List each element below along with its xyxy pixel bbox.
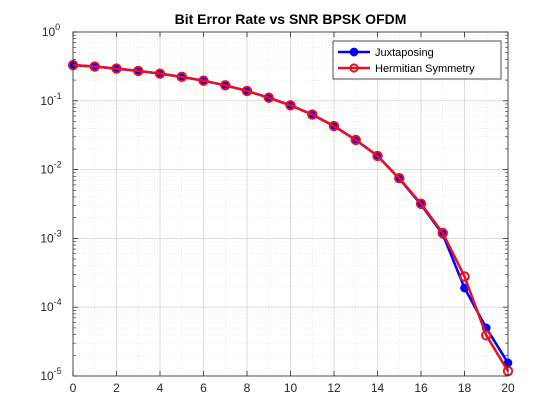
x-tick-label: 20 xyxy=(501,381,515,395)
legend-label-hermitian: Hermitian Symmetry xyxy=(375,63,475,75)
data-point-hermitian-symmetry xyxy=(307,109,318,120)
data-point-hermitian-symmetry xyxy=(481,330,492,341)
legend-box xyxy=(332,40,502,80)
x-tick-label: 12 xyxy=(327,381,341,395)
data-point-hermitian-symmetry xyxy=(154,68,166,79)
y-tick-label: 100 xyxy=(42,22,60,39)
data-point-hermitian-symmetry xyxy=(459,271,470,282)
data-point-hermitian-symmetry xyxy=(372,150,383,162)
y-tick-label: 10-2 xyxy=(40,160,61,177)
legend: Juxtaposing Hermitian Symmetry xyxy=(332,40,502,80)
x-tick-label: 8 xyxy=(244,381,251,395)
data-point-hermitian-symmetry xyxy=(350,134,361,146)
y-tick-label: 10-5 xyxy=(40,366,61,383)
data-point-hermitian-symmetry xyxy=(437,227,448,239)
series-line-hermitian-symmetry xyxy=(72,63,510,372)
x-tick-label: 18 xyxy=(458,381,472,395)
data-point-hermitian-symmetry xyxy=(220,80,231,91)
data-point-hermitian-symmetry xyxy=(328,120,340,132)
x-tick-label: 0 xyxy=(70,381,77,395)
data-point-hermitian-symmetry xyxy=(176,71,187,83)
legend-marker-juxtaposing xyxy=(349,47,359,57)
legend-label-juxtaposing: Juxtaposing xyxy=(375,47,434,59)
axes: 0 2 4 6 8 10 12 14 16 18 20 10-5 10-4 10-3 10-2 10-1 100 xyxy=(40,22,515,395)
x-tick-label: 4 xyxy=(157,381,164,395)
x-tick-label: 14 xyxy=(371,381,385,395)
x-tick-label: 16 xyxy=(414,381,428,395)
data-point-hermitian-symmetry xyxy=(415,198,427,209)
chart-title: Bit Error Rate vs SNR BPSK OFDM xyxy=(175,11,407,27)
x-tick-label: 10 xyxy=(284,381,298,395)
data-point-hermitian-symmetry xyxy=(241,85,253,97)
data-point-hermitian-symmetry xyxy=(263,92,274,103)
x-tick-label: 2 xyxy=(113,381,120,395)
y-tick-label: 10-4 xyxy=(40,297,61,314)
y-tick-label: 10-1 xyxy=(40,91,61,108)
data-point-hermitian-symmetry xyxy=(285,100,296,111)
data-point-hermitian-symmetry xyxy=(111,63,122,74)
data-point-hermitian-symmetry xyxy=(133,65,144,77)
data-point-hermitian-symmetry xyxy=(89,61,100,72)
y-tick-label: 10-3 xyxy=(40,228,61,245)
series-layer xyxy=(67,59,514,377)
legend-marker-hermitian xyxy=(349,63,359,73)
x-tick-label: 6 xyxy=(200,381,207,395)
data-point-hermitian-symmetry xyxy=(198,75,209,86)
data-point-hermitian-symmetry xyxy=(394,172,405,184)
